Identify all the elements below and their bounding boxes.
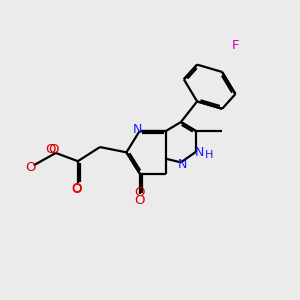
Text: N: N: [178, 158, 187, 171]
Text: H: H: [205, 150, 213, 160]
Text: O: O: [134, 194, 145, 207]
Text: O: O: [134, 186, 145, 199]
Text: O: O: [71, 183, 82, 196]
Text: O: O: [48, 143, 59, 157]
Text: N: N: [133, 123, 142, 136]
Text: O: O: [71, 182, 82, 195]
Text: O: O: [26, 160, 36, 174]
Text: F: F: [232, 39, 239, 52]
Text: N: N: [195, 146, 204, 159]
Text: O: O: [45, 143, 56, 157]
